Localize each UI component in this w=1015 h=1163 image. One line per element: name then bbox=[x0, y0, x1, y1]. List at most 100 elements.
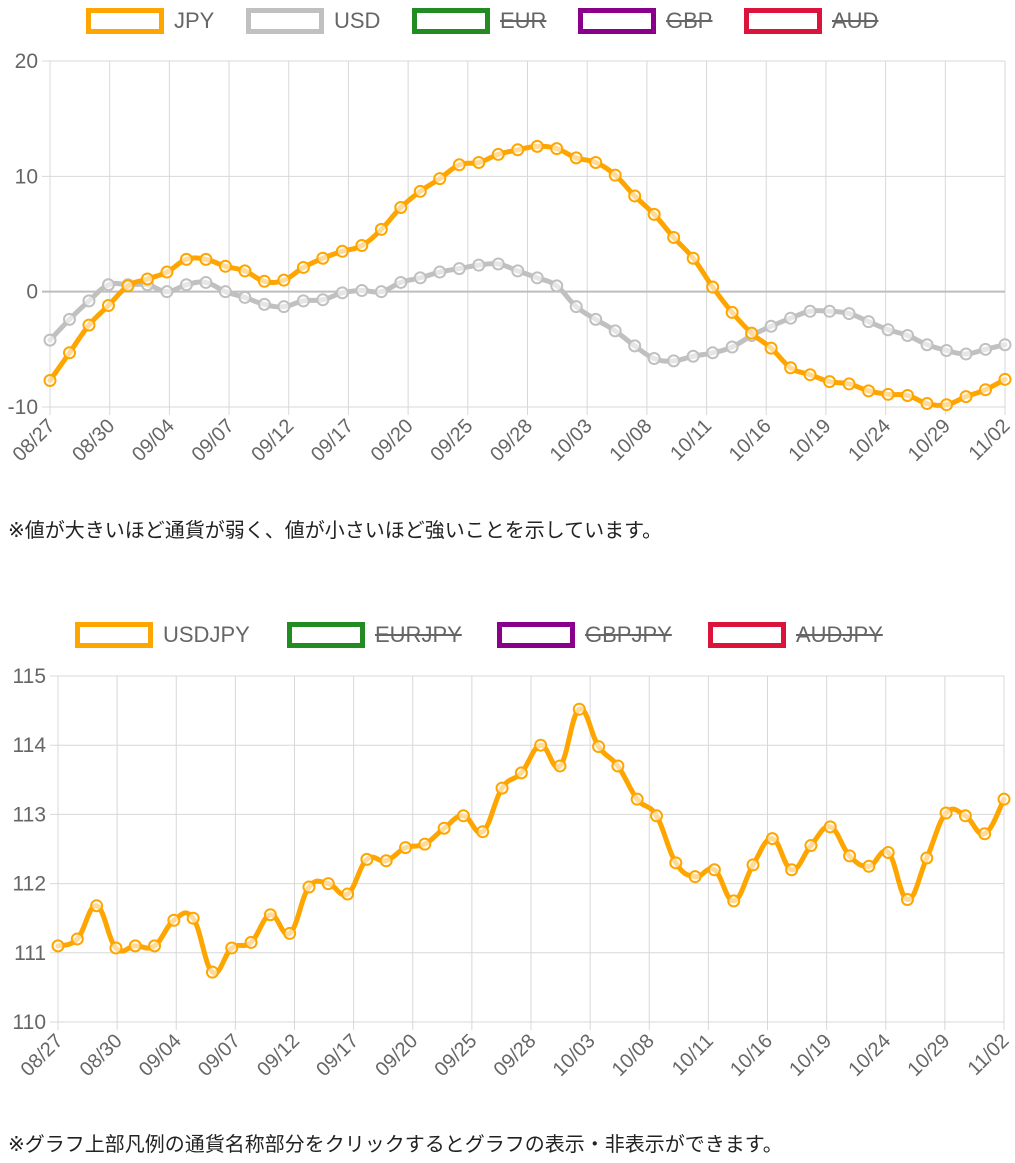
chart1-point-jpy[interactable] bbox=[296, 260, 310, 274]
chart1-point-jpy[interactable] bbox=[238, 264, 252, 278]
chart1-point-jpy[interactable] bbox=[82, 318, 96, 332]
chart1-point-usd[interactable] bbox=[686, 349, 700, 363]
chart2-point-usdjpy[interactable] bbox=[843, 849, 857, 863]
chart1-point-jpy[interactable] bbox=[823, 375, 837, 389]
chart1-point-usd[interactable] bbox=[706, 346, 720, 360]
chart2-point-usdjpy[interactable] bbox=[476, 825, 490, 839]
chart1-point-jpy[interactable] bbox=[959, 390, 973, 404]
chart2-point-usdjpy[interactable] bbox=[881, 845, 895, 859]
chart2-point-usdjpy[interactable] bbox=[456, 809, 470, 823]
chart2-point-usdjpy[interactable] bbox=[592, 740, 606, 754]
chart1-point-usd[interactable] bbox=[62, 312, 76, 326]
chart1-point-usd[interactable] bbox=[82, 294, 96, 308]
chart2-point-usdjpy[interactable] bbox=[302, 880, 316, 894]
chart2-point-usdjpy[interactable] bbox=[283, 926, 297, 940]
chart1-point-usd[interactable] bbox=[667, 354, 681, 368]
chart2-point-usdjpy[interactable] bbox=[379, 854, 393, 868]
chart1-point-jpy[interactable] bbox=[491, 147, 505, 161]
chart1-point-jpy[interactable] bbox=[257, 274, 271, 288]
chart1-point-usd[interactable] bbox=[940, 343, 954, 357]
chart1-point-usd[interactable] bbox=[784, 311, 798, 325]
chart1-point-jpy[interactable] bbox=[647, 207, 661, 221]
chart1-point-jpy[interactable] bbox=[277, 273, 291, 287]
chart1-point-jpy[interactable] bbox=[43, 373, 57, 387]
chart2-point-usdjpy[interactable] bbox=[958, 809, 972, 823]
chart1-point-jpy[interactable] bbox=[179, 252, 193, 266]
chart1-point-usd[interactable] bbox=[316, 293, 330, 307]
chart1-point-jpy[interactable] bbox=[589, 155, 603, 169]
chart2-point-usdjpy[interactable] bbox=[630, 792, 644, 806]
chart1-point-jpy[interactable] bbox=[511, 143, 525, 157]
chart1-point-jpy[interactable] bbox=[433, 172, 447, 186]
chart1-point-jpy[interactable] bbox=[62, 346, 76, 360]
chart2-point-usdjpy[interactable] bbox=[823, 820, 837, 834]
chart1-point-jpy[interactable] bbox=[881, 387, 895, 401]
chart1-point-usd[interactable] bbox=[433, 265, 447, 279]
chart1-point-usd[interactable] bbox=[628, 339, 642, 353]
legend-item-gbpjpy[interactable]: GBPJPY bbox=[497, 622, 672, 648]
legend-item-eur[interactable]: EUR bbox=[412, 8, 546, 34]
chart1-point-jpy[interactable] bbox=[745, 326, 759, 340]
chart1-point-jpy[interactable] bbox=[862, 384, 876, 398]
legend-item-audjpy[interactable]: AUDJPY bbox=[708, 622, 883, 648]
chart2-point-usdjpy[interactable] bbox=[978, 827, 992, 841]
chart2-point-usdjpy[interactable] bbox=[688, 870, 702, 884]
chart1-point-jpy[interactable] bbox=[998, 372, 1012, 386]
chart1-point-usd[interactable] bbox=[764, 319, 778, 333]
legend-item-jpy[interactable]: JPY bbox=[86, 8, 214, 34]
chart1-point-jpy[interactable] bbox=[530, 139, 544, 153]
chart1-point-jpy[interactable] bbox=[569, 151, 583, 165]
chart1-point-usd[interactable] bbox=[862, 315, 876, 329]
chart1-point-usd[interactable] bbox=[374, 285, 388, 299]
chart1-point-jpy[interactable] bbox=[355, 239, 369, 253]
chart1-point-jpy[interactable] bbox=[979, 383, 993, 397]
chart1-point-usd[interactable] bbox=[413, 271, 427, 285]
legend-item-usd[interactable]: USD bbox=[246, 8, 380, 34]
chart2-point-usdjpy[interactable] bbox=[900, 893, 914, 907]
chart1-point-usd[interactable] bbox=[823, 304, 837, 318]
chart2-point-usdjpy[interactable] bbox=[399, 841, 413, 855]
chart2-point-usdjpy[interactable] bbox=[205, 965, 219, 979]
chart1-point-jpy[interactable] bbox=[316, 251, 330, 265]
chart1-point-jpy[interactable] bbox=[803, 368, 817, 382]
chart1-point-jpy[interactable] bbox=[686, 251, 700, 265]
chart1-point-jpy[interactable] bbox=[764, 341, 778, 355]
chart1-point-usd[interactable] bbox=[277, 300, 291, 314]
chart1-point-jpy[interactable] bbox=[218, 259, 232, 273]
chart2-point-usdjpy[interactable] bbox=[360, 852, 374, 866]
chart1-point-usd[interactable] bbox=[472, 258, 486, 272]
chart1-point-jpy[interactable] bbox=[628, 189, 642, 203]
chart2-point-usdjpy[interactable] bbox=[167, 913, 181, 927]
chart2-point-usdjpy[interactable] bbox=[997, 792, 1011, 806]
chart2-point-usdjpy[interactable] bbox=[70, 932, 84, 946]
chart1-point-jpy[interactable] bbox=[121, 279, 135, 293]
chart1-point-usd[interactable] bbox=[491, 257, 505, 271]
chart2-point-usdjpy[interactable] bbox=[263, 908, 277, 922]
chart1-point-usd[interactable] bbox=[725, 340, 739, 354]
chart1-point-usd[interactable] bbox=[43, 333, 57, 347]
chart1-point-usd[interactable] bbox=[589, 312, 603, 326]
chart1-point-usd[interactable] bbox=[394, 275, 408, 289]
chart1-point-jpy[interactable] bbox=[842, 377, 856, 391]
chart1-point-usd[interactable] bbox=[608, 324, 622, 338]
chart1-point-jpy[interactable] bbox=[667, 230, 681, 244]
chart2-point-usdjpy[interactable] bbox=[534, 738, 548, 752]
chart1-point-usd[interactable] bbox=[959, 347, 973, 361]
chart1-point-jpy[interactable] bbox=[160, 265, 174, 279]
chart2-point-usdjpy[interactable] bbox=[746, 858, 760, 872]
legend-item-usdjpy[interactable]: USDJPY bbox=[75, 622, 250, 648]
chart1-point-usd[interactable] bbox=[881, 323, 895, 337]
chart2-point-usdjpy[interactable] bbox=[765, 832, 779, 846]
chart2-point-usdjpy[interactable] bbox=[514, 766, 528, 780]
chart2-point-usdjpy[interactable] bbox=[553, 759, 567, 773]
chart1-point-usd[interactable] bbox=[238, 290, 252, 304]
chart1-point-usd[interactable] bbox=[101, 278, 115, 292]
chart1-point-jpy[interactable] bbox=[335, 244, 349, 258]
chart1-point-jpy[interactable] bbox=[706, 280, 720, 294]
chart1-point-usd[interactable] bbox=[979, 342, 993, 356]
chart2-point-usdjpy[interactable] bbox=[418, 837, 432, 851]
legend-item-eurjpy[interactable]: EURJPY bbox=[287, 622, 462, 648]
chart1-point-jpy[interactable] bbox=[452, 158, 466, 172]
chart1-point-usd[interactable] bbox=[920, 338, 934, 352]
chart1-point-usd[interactable] bbox=[647, 352, 661, 366]
